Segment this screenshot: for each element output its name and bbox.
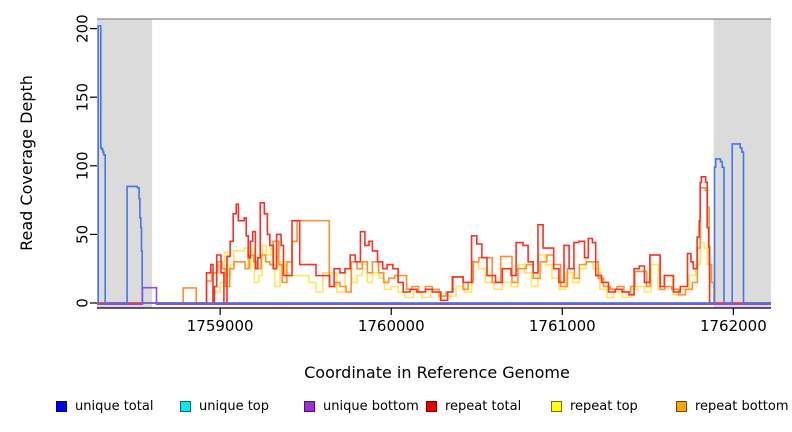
x-tick-label: 1762000 — [700, 317, 767, 335]
x-tick-label: 1761000 — [529, 317, 596, 335]
unique-total-swatch — [56, 400, 67, 412]
legend: unique total unique top unique bottom re… — [0, 398, 792, 418]
plot-svg: 0 50 100 150 200 1759000 1760000 1761000 1762000 — [74, 14, 771, 335]
legend-label: unique total — [75, 398, 154, 414]
y-tick-label: 200 — [74, 14, 92, 43]
series-unique-total — [97, 25, 771, 304]
unique-bottom-swatch — [304, 400, 315, 412]
y-tick-label: 100 — [74, 151, 92, 180]
legend-item-repeat-bottom: repeat bottom — [676, 398, 789, 414]
unique-top-swatch — [180, 400, 191, 412]
legend-item-repeat-top: repeat top — [551, 398, 638, 414]
y-tick-label: 50 — [74, 225, 92, 244]
y-axis-title: Read Coverage Depth — [17, 75, 36, 251]
legend-label: repeat top — [570, 398, 638, 414]
legend-label: unique bottom — [323, 398, 419, 414]
repeat-top-swatch — [551, 400, 562, 412]
series-repeat-bottom — [97, 187, 771, 304]
series-unique-bottom — [97, 286, 771, 306]
legend-label: repeat bottom — [695, 398, 789, 414]
repeat-bottom-swatch — [676, 400, 687, 412]
series-repeat-total — [97, 176, 771, 304]
legend-label: repeat total — [445, 398, 522, 414]
x-tick-label: 1760000 — [358, 317, 425, 335]
legend-item-unique-total: unique total — [56, 398, 153, 414]
legend-item-unique-bottom: unique bottom — [304, 398, 419, 414]
legend-item-unique-top: unique top — [180, 398, 269, 414]
legend-label: unique top — [199, 398, 270, 414]
y-tick-label: 150 — [74, 83, 92, 112]
repeat-total-swatch — [426, 400, 437, 412]
x-axis-title: Coordinate in Reference Genome — [304, 363, 570, 382]
x-tick-label: 1759000 — [187, 317, 254, 335]
series-repeat-top — [97, 241, 771, 304]
y-tick-label: 0 — [74, 298, 92, 308]
legend-item-repeat-total: repeat total — [426, 398, 521, 414]
